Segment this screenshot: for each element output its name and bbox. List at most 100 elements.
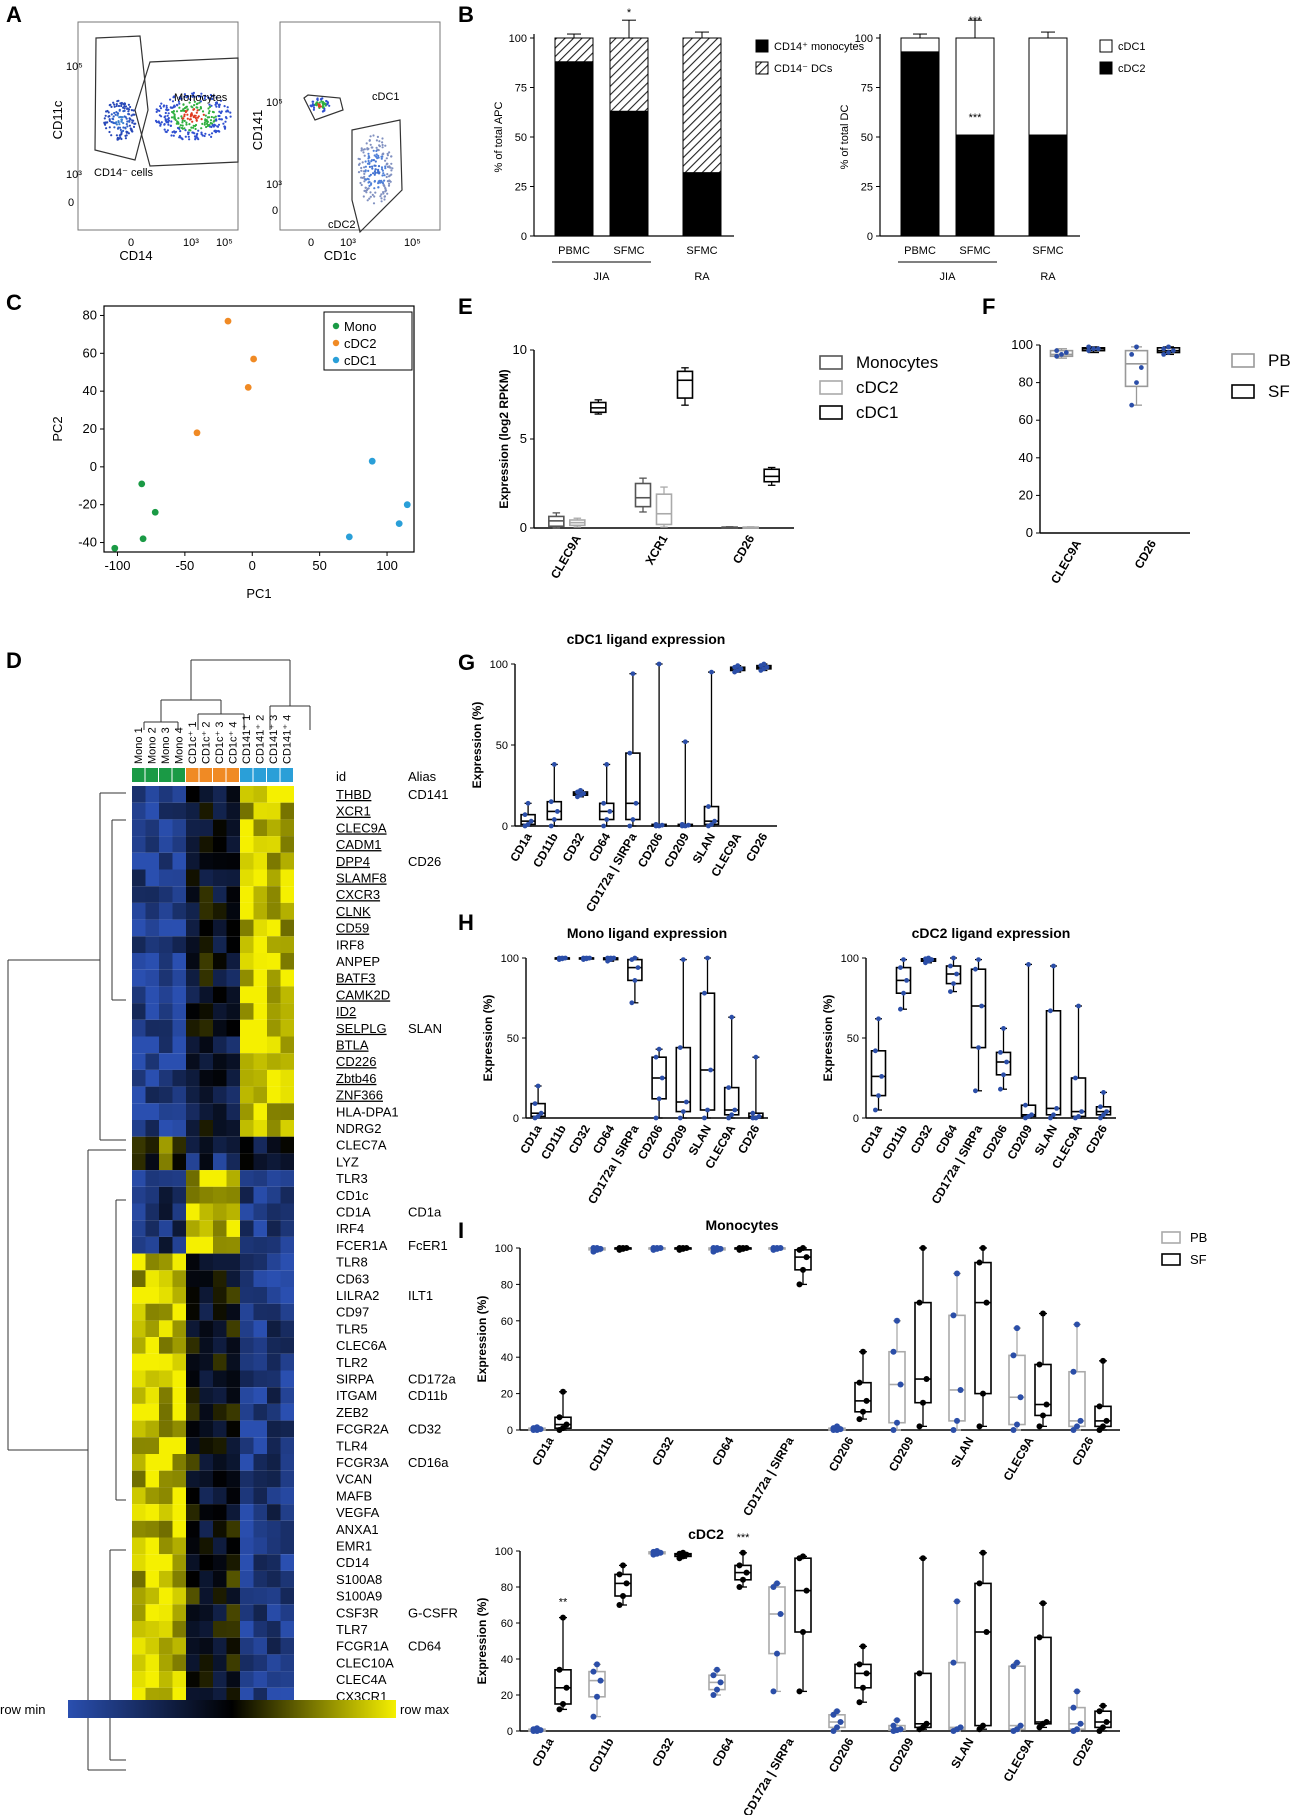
heatmap-cell	[159, 1086, 173, 1104]
data-point	[714, 1666, 720, 1673]
data-point	[525, 800, 531, 806]
chart-title: Monocytes	[705, 1217, 778, 1233]
heatmap-cell	[145, 1671, 159, 1688]
y-tick-label: 80	[83, 307, 97, 322]
flow-event	[208, 97, 211, 100]
flow-event	[194, 116, 197, 120]
heatmap-cell	[159, 1654, 173, 1672]
heatmap-cell	[145, 1186, 159, 1204]
flow-event	[191, 92, 194, 95]
heatmap-cell	[253, 1053, 267, 1070]
flow-event	[371, 146, 374, 149]
heatmap-cell	[240, 1019, 254, 1037]
box-cd172a-sirpa-sf	[794, 1557, 812, 1633]
heatmap-cell	[145, 836, 159, 853]
heatmap-cell	[240, 1420, 254, 1438]
heatmap-cell	[213, 1287, 227, 1304]
heatmap-cell	[199, 1170, 213, 1187]
data-point	[677, 1115, 683, 1121]
heatmap-cell	[226, 953, 240, 970]
heatmap-gene-label: IRF8	[336, 937, 364, 952]
heatmap-cell	[253, 1220, 267, 1237]
flow-event	[380, 166, 384, 169]
heatmap-cell	[253, 1554, 267, 1571]
heatmap-cell	[172, 1587, 186, 1605]
heatmap-cell	[226, 1437, 240, 1454]
heatmap-cell	[267, 1120, 281, 1137]
group-color-cell	[145, 768, 158, 782]
legend-label: PB	[1268, 351, 1291, 370]
flow-event	[201, 122, 204, 125]
flow-event	[383, 195, 387, 198]
flow-event	[186, 108, 189, 111]
heatmap-cell	[199, 1203, 213, 1221]
heatmap-cell	[280, 1220, 294, 1237]
heatmap-cell	[267, 852, 281, 870]
data-point	[876, 1016, 881, 1022]
flow-event	[176, 122, 179, 125]
heatmap-cell	[280, 919, 294, 937]
heatmap-cell	[226, 969, 240, 987]
heatmap-cell	[199, 1136, 213, 1154]
heatmap-gene-label: LYZ	[336, 1154, 359, 1169]
heatmap-cell	[280, 1320, 294, 1338]
data-point	[774, 1580, 780, 1587]
heatmap-gene-label: FCER1A	[336, 1238, 388, 1253]
gate-cdc2	[351, 119, 403, 234]
flow-event	[173, 113, 176, 116]
box-cd26-pb	[1068, 1370, 1086, 1428]
box-clec9a-sf	[1034, 1363, 1052, 1417]
heatmap-cell	[240, 1370, 254, 1388]
heatmap-column-labels: Mono 1 Mono 2 Mono 3 Mono 4 CD1c⁺ 1 CD1c⁺ 2 CD…	[133, 715, 294, 764]
data-point	[629, 1000, 635, 1006]
heatmap-cell	[145, 1470, 159, 1488]
heatmap-cell	[186, 1671, 200, 1688]
heatmap-cell	[280, 836, 294, 853]
y-tick-label: 100	[495, 1243, 513, 1255]
heatmap-cell	[145, 1120, 159, 1137]
flow-event	[128, 119, 131, 122]
flow-event	[215, 118, 218, 121]
y-tick-label: 50	[515, 132, 527, 144]
heatmap-cell	[280, 1587, 294, 1605]
y-axis-label: Expression (%)	[475, 1598, 489, 1685]
heatmap-cell	[226, 902, 240, 920]
heatmap-cell	[267, 1454, 281, 1471]
heatmap-cell	[213, 1103, 227, 1120]
y-tick-label: 50	[847, 1033, 859, 1045]
data-point	[556, 1706, 563, 1713]
flow-event	[312, 106, 316, 109]
flow-event	[200, 118, 203, 121]
heatmap-gene-label: CD226	[336, 1054, 376, 1069]
heatmap-cell	[186, 886, 200, 903]
flow-event	[173, 117, 176, 120]
heatmap-gene-label: CLEC4A	[336, 1672, 387, 1687]
heatmap-cell	[199, 1654, 213, 1672]
flow-event	[163, 128, 166, 131]
heatmap-cell	[172, 1387, 186, 1404]
flow-event	[360, 147, 363, 150]
flow-event	[169, 124, 172, 127]
x-tick-label: SFMC	[1032, 245, 1063, 257]
flow-event	[159, 105, 162, 108]
data-point	[682, 739, 688, 745]
heatmap-cell	[132, 1504, 146, 1521]
data-point	[890, 1427, 897, 1433]
heatmap-cell	[186, 802, 200, 820]
flow-event	[122, 129, 125, 132]
flow-event	[178, 102, 181, 105]
x-tick-label: CD26	[735, 1122, 763, 1156]
legend-marker-cdc2	[332, 339, 340, 347]
heatmap-cell	[240, 1337, 254, 1354]
data-point	[1014, 1659, 1020, 1666]
flow-event	[162, 105, 165, 108]
flow-event	[377, 168, 380, 171]
y-tick-label: 10	[513, 342, 527, 357]
heatmap-cell	[280, 869, 294, 887]
legend-label: CD14⁻ DCs	[774, 63, 833, 75]
heatmap-alias-label: CD64	[408, 1639, 441, 1654]
heatmap-column-label: Mono 1	[133, 727, 145, 764]
data-point	[656, 1046, 662, 1052]
data-point	[627, 750, 633, 756]
heatmap-cell	[267, 1420, 281, 1438]
